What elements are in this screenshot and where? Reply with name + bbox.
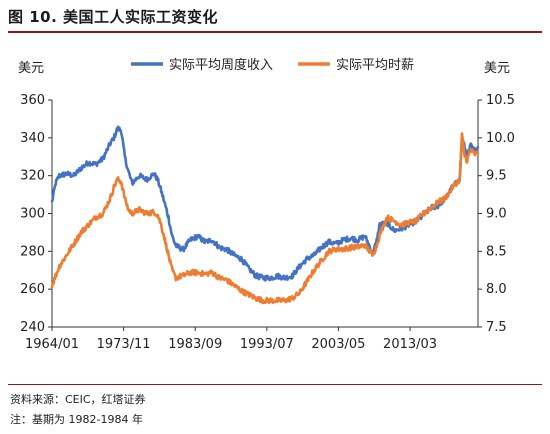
left-y-tick-label: 260 — [20, 282, 45, 297]
right-axis-unit-label: 美元 — [484, 61, 510, 76]
right-y-tick-label: 10.0 — [486, 131, 515, 146]
left-y-tick-label: 280 — [20, 244, 45, 259]
right-y-tick-label: 10.5 — [486, 93, 515, 108]
legend-label-2: 实际平均时薪 — [336, 58, 414, 73]
x-tick-label: 1973/11 — [97, 337, 151, 352]
legend-label-1: 实际平均周度收入 — [169, 57, 273, 73]
x-tick-label: 1993/07 — [240, 337, 294, 352]
right-y-tick-label: 9.5 — [486, 169, 507, 184]
legend: 实际平均周度收入 实际平均时薪 — [131, 57, 414, 73]
left-y-tick-label: 320 — [20, 169, 45, 184]
right-y-tick-label: 9.0 — [486, 207, 507, 222]
series-line-2 — [50, 132, 480, 305]
left-axis-unit-label: 美元 — [18, 61, 44, 76]
right-y-tick-label: 8.0 — [486, 282, 507, 297]
series-layer — [50, 125, 480, 305]
source-note: 资料来源：CEIC，红塔证券 — [10, 393, 146, 406]
footer-divider — [8, 384, 542, 385]
title-divider — [8, 31, 542, 33]
x-tick-label: 2013/03 — [383, 337, 437, 352]
left-y-tick-label: 360 — [20, 93, 45, 108]
right-y-tick-label: 8.5 — [486, 244, 507, 259]
base-period-note: 注：基期为 1982-1984 年 — [10, 413, 143, 426]
right-y-tick-label: 7.5 — [486, 320, 507, 335]
left-y-tick-label: 240 — [20, 320, 45, 335]
left-y-tick-label: 300 — [20, 207, 45, 222]
x-tick-label: 1983/09 — [168, 337, 222, 352]
axes: 240 260 280 300 320 340 360 7.5 8.0 8.5 9.0 9.5 10.0… — [20, 93, 515, 352]
left-y-tick-label: 340 — [20, 131, 45, 146]
x-tick-label: 1964/01 — [25, 337, 79, 352]
x-tick-label: 2003/05 — [311, 337, 365, 352]
series-line-1 — [50, 125, 480, 282]
figure-title: 图 10. 美国工人实际工资变化 — [8, 8, 219, 26]
